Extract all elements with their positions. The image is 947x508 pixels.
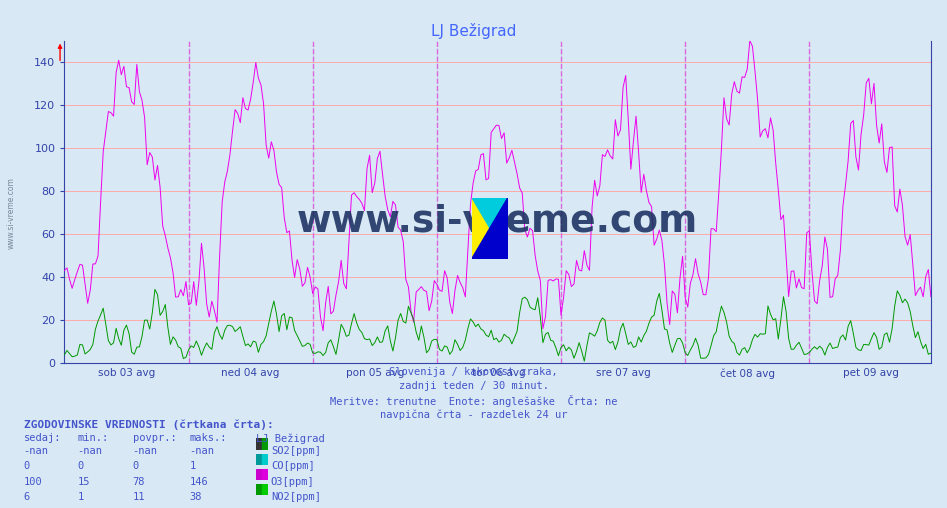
- Text: www.si-vreme.com: www.si-vreme.com: [7, 177, 16, 249]
- Text: LJ Bežigrad: LJ Bežigrad: [431, 23, 516, 39]
- Text: 6: 6: [24, 492, 30, 502]
- Bar: [261, 469, 268, 480]
- Text: 1: 1: [189, 461, 196, 471]
- Bar: [261, 454, 268, 465]
- Text: 1: 1: [78, 492, 84, 502]
- Polygon shape: [472, 198, 508, 259]
- Text: O3[ppm]: O3[ppm]: [271, 477, 314, 487]
- Text: -nan: -nan: [78, 446, 102, 456]
- Text: min.:: min.:: [78, 433, 109, 443]
- Bar: [261, 484, 268, 495]
- Text: Slovenija / kakovost zraka,: Slovenija / kakovost zraka,: [389, 367, 558, 377]
- Text: 0: 0: [133, 461, 139, 471]
- Bar: [261, 438, 268, 450]
- Text: LJ Bežigrad: LJ Bežigrad: [256, 433, 325, 444]
- Text: 15: 15: [78, 477, 90, 487]
- Text: -nan: -nan: [189, 446, 214, 456]
- Text: CO[ppm]: CO[ppm]: [271, 461, 314, 471]
- Text: Meritve: trenutne  Enote: anglešaške  Črta: ne: Meritve: trenutne Enote: anglešaške Črta…: [330, 395, 617, 407]
- Text: zadnji teden / 30 minut.: zadnji teden / 30 minut.: [399, 381, 548, 391]
- Bar: [256, 438, 261, 450]
- Text: -nan: -nan: [24, 446, 48, 456]
- Text: -nan: -nan: [133, 446, 157, 456]
- Text: 11: 11: [133, 492, 145, 502]
- Text: NO2[ppm]: NO2[ppm]: [271, 492, 321, 502]
- Bar: [256, 469, 261, 480]
- Text: maks.:: maks.:: [189, 433, 227, 443]
- Text: 146: 146: [189, 477, 208, 487]
- Text: ZGODOVINSKE VREDNOSTI (črtkana črta):: ZGODOVINSKE VREDNOSTI (črtkana črta):: [24, 419, 274, 430]
- Bar: [256, 484, 261, 495]
- Text: sedaj:: sedaj:: [24, 433, 62, 443]
- Polygon shape: [472, 198, 508, 259]
- Text: 100: 100: [24, 477, 43, 487]
- Polygon shape: [472, 198, 508, 259]
- Text: navpična črta - razdelek 24 ur: navpična črta - razdelek 24 ur: [380, 409, 567, 420]
- Text: www.si-vreme.com: www.si-vreme.com: [297, 203, 698, 239]
- Text: povpr.:: povpr.:: [133, 433, 176, 443]
- Text: 38: 38: [189, 492, 202, 502]
- Text: 0: 0: [78, 461, 84, 471]
- Text: 78: 78: [133, 477, 145, 487]
- Text: SO2[ppm]: SO2[ppm]: [271, 446, 321, 456]
- Text: 0: 0: [24, 461, 30, 471]
- Bar: [256, 454, 261, 465]
